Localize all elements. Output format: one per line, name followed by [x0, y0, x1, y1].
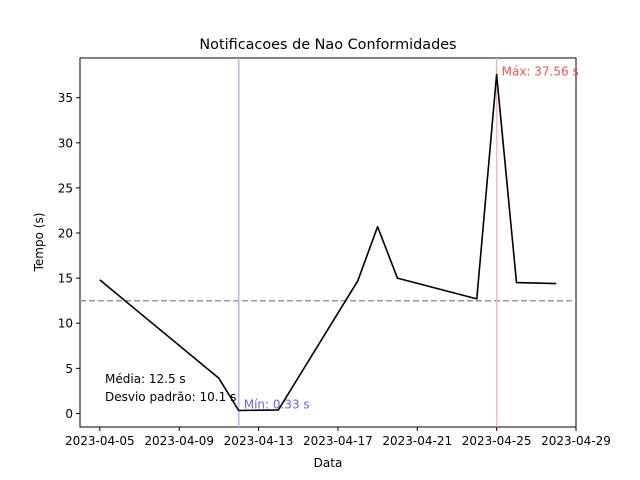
series-layer: [99, 73, 557, 412]
mean-stat-label: Média: 12.5 s: [105, 372, 186, 386]
y-tick-label: 10: [58, 317, 73, 331]
x-tick-label: 2023-04-29: [541, 434, 611, 448]
y-tick-label: 30: [58, 136, 73, 150]
x-tick-label: 2023-04-13: [224, 434, 294, 448]
y-tick-label: 15: [58, 272, 73, 286]
series-line: [99, 73, 557, 412]
y-tick-label: 25: [58, 181, 73, 195]
min-label: Mín: 0.33 s: [244, 397, 310, 411]
y-tick-label: 0: [65, 407, 73, 421]
std-stat-label: Desvio padrão: 10.1 s: [105, 390, 236, 404]
x-tick-label: 2023-04-25: [462, 434, 532, 448]
y-axis-label: Tempo (s): [32, 213, 46, 273]
x-tick-label: 2023-04-21: [382, 434, 452, 448]
y-tick-label: 20: [58, 227, 73, 241]
x-axis-label: Data: [314, 456, 343, 470]
y-tick-label: 5: [65, 362, 73, 376]
chart-title: Notificacoes de Nao Conformidades: [199, 37, 456, 53]
x-tick-label: 2023-04-05: [65, 434, 135, 448]
x-tick-label: 2023-04-09: [144, 434, 214, 448]
y-axis: 0 5 10 15 20 25 30 35: [58, 91, 80, 421]
x-axis: 2023-04-05 2023-04-09 2023-04-13 2023-04-17…: [65, 427, 611, 448]
plot-frame: [79, 57, 577, 428]
y-tick-label: 35: [58, 91, 73, 105]
max-label: Máx: 37.56 s: [502, 65, 579, 79]
x-tick-label: 2023-04-17: [303, 434, 373, 448]
